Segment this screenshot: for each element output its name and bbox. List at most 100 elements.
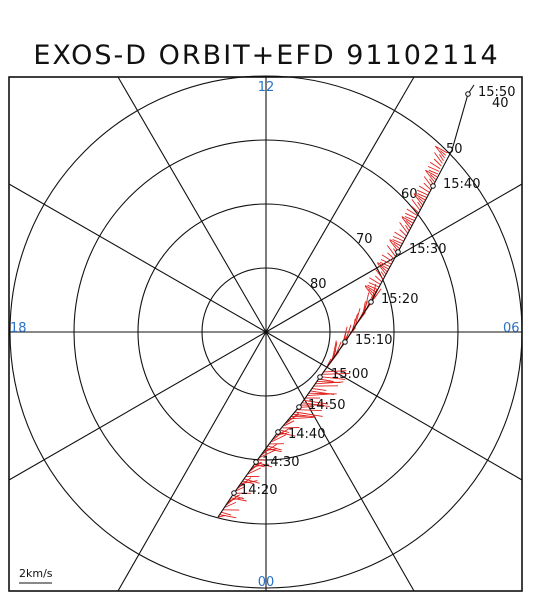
efd-vector xyxy=(411,199,421,211)
efd-vector xyxy=(362,301,366,315)
efd-vector xyxy=(377,262,389,270)
time-label-1550: 15:50 xyxy=(478,85,515,100)
lat-label-50: 50 xyxy=(446,142,463,157)
efd-vector xyxy=(247,467,261,475)
efd-vector xyxy=(296,409,322,412)
efd-vector xyxy=(389,239,402,247)
efd-vector xyxy=(244,478,260,484)
efd-vector xyxy=(394,231,406,239)
time-label-1420: 14:20 xyxy=(240,483,277,498)
efd-vector xyxy=(405,212,417,219)
efd-vector xyxy=(392,235,404,242)
mlt-label-18: 18 xyxy=(10,321,27,336)
efd-vector xyxy=(241,480,258,485)
efd-vector xyxy=(259,449,275,459)
efd-vector xyxy=(399,222,409,234)
spoke-02 xyxy=(265,331,415,592)
efd-vector xyxy=(417,189,429,196)
time-marker-1500 xyxy=(317,374,323,380)
time-label-1440: 14:40 xyxy=(288,427,325,442)
spoke-04 xyxy=(265,331,523,481)
efd-vector xyxy=(354,308,361,327)
time-marker-1550 xyxy=(465,91,471,97)
efd-vector xyxy=(317,380,341,384)
time-label-1520: 15:20 xyxy=(381,292,418,307)
efd-vector xyxy=(308,392,337,395)
efd-vector xyxy=(368,288,376,296)
efd-vector xyxy=(323,370,347,373)
efd-vector xyxy=(320,376,346,380)
spoke-14 xyxy=(117,76,267,333)
efd-vector xyxy=(435,146,446,159)
time-label-1510: 15:10 xyxy=(355,333,392,348)
time-marker-1530 xyxy=(395,249,401,255)
efd-vector xyxy=(404,216,415,222)
time-label-1500: 15:00 xyxy=(331,367,368,382)
efd-vector xyxy=(303,399,328,405)
efd-vector xyxy=(295,411,323,417)
efd-vector xyxy=(406,208,418,216)
time-marker-1520 xyxy=(368,299,374,305)
efd-vector xyxy=(423,182,432,191)
efd-vector xyxy=(413,193,426,201)
efd-vector xyxy=(387,252,395,260)
efd-vector xyxy=(418,197,425,204)
efd-vector xyxy=(345,324,352,342)
efd-vector xyxy=(417,201,422,209)
efd-vector xyxy=(374,275,383,283)
efd-vector xyxy=(379,261,391,268)
time-marker-1430 xyxy=(253,459,259,465)
time-label-1540: 15:40 xyxy=(443,177,480,192)
time-marker-1420 xyxy=(231,490,237,496)
efd-vector xyxy=(302,402,330,408)
efd-vector xyxy=(275,427,290,438)
efd-vector xyxy=(219,514,237,519)
efd-vector xyxy=(434,145,448,154)
efd-vector xyxy=(433,158,442,167)
efd-vector xyxy=(284,420,295,427)
efd-vector xyxy=(266,448,282,453)
efd-vector xyxy=(331,340,337,361)
efd-vector xyxy=(425,170,435,183)
lat-label-80: 80 xyxy=(310,277,327,292)
efd-vector xyxy=(380,271,385,278)
efd-vector xyxy=(268,445,282,451)
spoke-16 xyxy=(8,183,267,333)
efd-vector xyxy=(393,242,401,250)
lat-label-60: 60 xyxy=(401,187,418,202)
efd-vector xyxy=(367,284,378,291)
time-marker-1450 xyxy=(296,404,302,410)
efd-vector xyxy=(369,277,381,285)
efd-vector xyxy=(262,443,278,454)
efd-vector xyxy=(307,393,331,397)
efd-vectors xyxy=(217,145,448,519)
spoke-20 xyxy=(8,331,267,481)
efd-vector xyxy=(333,342,338,358)
mlt-label-12: 12 xyxy=(258,80,275,95)
efd-vector xyxy=(231,497,247,502)
time-label-1450: 14:50 xyxy=(308,398,345,413)
mlt-label-00: 00 xyxy=(258,575,275,590)
plot-title: EXOS-D ORBIT+EFD 91102114 xyxy=(33,40,500,71)
efd-vector xyxy=(440,150,447,156)
mlt-label-06: 06 xyxy=(503,321,520,336)
efd-vector xyxy=(417,193,427,199)
efd-vector xyxy=(289,416,316,420)
efd-vector xyxy=(232,495,245,500)
efd-vector xyxy=(364,285,377,293)
time-marker-1440 xyxy=(275,429,281,435)
efd-vector xyxy=(310,390,335,396)
efd-vector xyxy=(293,413,316,418)
efd-vector xyxy=(279,432,296,437)
time-marker-1510 xyxy=(342,339,348,345)
efd-vector xyxy=(368,282,380,288)
efd-vector xyxy=(312,388,327,391)
efd-vector xyxy=(280,429,290,434)
efd-vector xyxy=(364,292,370,313)
efd-vector xyxy=(424,169,438,178)
efd-vector xyxy=(380,259,392,265)
time-label-1430: 14:30 xyxy=(262,455,299,470)
efd-vector xyxy=(254,464,265,468)
efd-vector xyxy=(392,239,403,245)
